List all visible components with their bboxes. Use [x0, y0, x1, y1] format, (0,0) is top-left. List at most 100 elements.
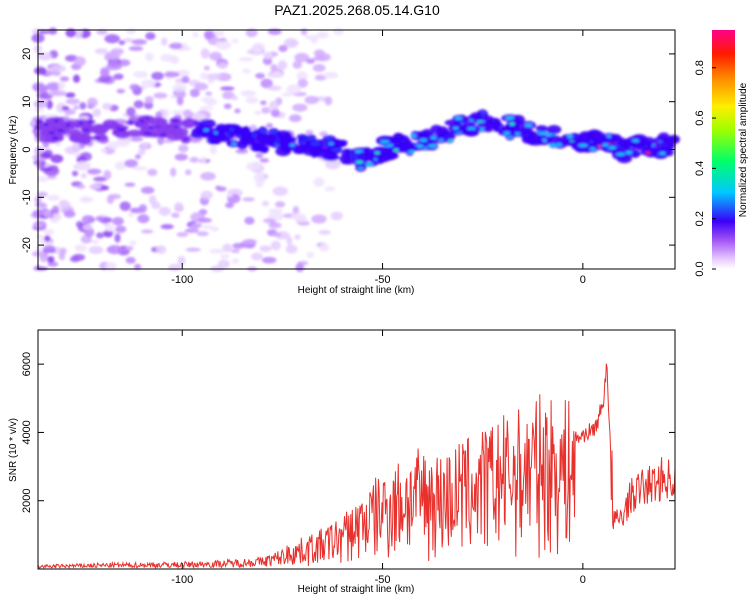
spectrogram-noise-blob — [189, 88, 200, 98]
spectrogram-ridge-blob — [184, 117, 195, 126]
spectrogram-ridge-blob — [239, 126, 250, 137]
spectrogram-noise-blob — [39, 29, 51, 35]
spectrogram-noise-blob — [115, 225, 127, 233]
spectrogram-noise-blob — [46, 99, 53, 110]
spectrogram-noise-blob — [37, 191, 48, 198]
spectrogram-ridge-core — [128, 121, 134, 125]
spectrogram-noise-blob — [98, 75, 112, 83]
spectrogram-noise-blob — [268, 208, 284, 214]
spectrogram-ridge-blob — [259, 145, 269, 154]
spectrogram-noise-blob — [286, 84, 302, 95]
spectrogram-ridge-blob — [578, 133, 597, 143]
spectrogram-ridge-blob — [592, 135, 607, 145]
spectrogram-noise-blob — [106, 62, 122, 71]
spectrogram-noise-blob — [151, 71, 164, 81]
spectrogram-noise-blob — [39, 88, 48, 94]
spectrogram-ridge-core — [325, 136, 333, 140]
spectrogram-noise-blob — [232, 242, 245, 249]
colorbar-tick-label: 0.0 — [694, 261, 706, 276]
spectrogram-ridge-core — [453, 126, 459, 130]
spectrogram-noise-blob — [268, 100, 279, 111]
spectrogram-noise-blob — [52, 212, 62, 221]
spectrogram-noise-blob — [45, 70, 61, 76]
spectrogram-noise-blob — [268, 222, 282, 229]
spectrogram-noise-blob — [189, 156, 199, 163]
spectrogram-noise-blob — [96, 232, 105, 239]
spectrogram-ridge-core — [259, 129, 266, 133]
spectrogram-noise-blob — [105, 223, 114, 232]
spectrogram-ridge-blob — [476, 121, 495, 128]
spectrogram-ridge-blob — [166, 131, 185, 141]
spectrogram-noise-blob — [50, 65, 67, 73]
spectrogram-noise-blob — [160, 224, 174, 230]
spectrogram-ridge-blob — [275, 146, 291, 157]
spectrogram-noise-blob — [58, 81, 66, 91]
spectrogram-noise-blob — [306, 251, 315, 258]
spectrogram-noise-blob — [113, 73, 124, 80]
spectrogram-ridge-blob — [657, 132, 670, 143]
spectrogram-noise-blob — [87, 97, 98, 108]
spectrogram-noise-blob — [204, 30, 213, 41]
spectrogram-ridge-peak — [509, 122, 515, 126]
spectrogram-ridge-core — [171, 119, 180, 123]
spectrogram-ridge-blob — [263, 135, 278, 141]
spectrogram-noise-blob — [147, 168, 158, 177]
spectrogram-noise-blob — [324, 96, 333, 106]
spectrogram-ridge-blob — [513, 126, 525, 133]
spectrogram-noise-blob — [260, 100, 267, 106]
spectrogram-ridge-blob — [610, 133, 622, 142]
spectrogram-noise-blob — [44, 235, 51, 242]
spectrogram-noise-blob — [105, 261, 117, 272]
spectrogram-noise-blob — [305, 129, 314, 136]
spectrogram-noise-blob — [155, 245, 167, 254]
spectrogram-noise-blob — [107, 141, 119, 150]
spectrogram-noise-blob — [144, 95, 154, 104]
spectrogram-noise-blob — [170, 167, 177, 177]
spectrogram-noise-blob — [205, 73, 222, 81]
spectrogram-noise-blob — [147, 80, 156, 88]
spectrogram-ridge-blob — [483, 126, 493, 133]
spectrogram-noise-blob — [43, 244, 56, 253]
spectrogram-y-tick-label: -10 — [21, 189, 33, 205]
spectrogram-noise-blob — [128, 46, 144, 52]
spectrogram-noise-blob — [324, 186, 336, 192]
spectrogram-noise-blob — [48, 27, 58, 35]
spectrogram-noise-blob — [300, 28, 308, 36]
spectrogram-noise-blob — [311, 214, 327, 224]
spectrogram-noise-blob — [242, 197, 255, 202]
spectrogram-ridge-core — [51, 136, 59, 140]
spectrogram-noise-blob — [270, 108, 280, 118]
spectrogram-noise-blob — [145, 52, 154, 62]
spectrogram-noise-blob — [124, 182, 136, 187]
snr-y-label: SNR (10 * v/v) — [8, 418, 19, 482]
spectrogram-noise-blob — [270, 71, 283, 78]
spectrogram-noise-blob — [153, 92, 168, 99]
spectrogram-y-tick-label: -20 — [21, 237, 33, 253]
spectrogram-noise-blob — [105, 51, 121, 60]
spectrogram-noise-blob — [141, 142, 148, 149]
spectrogram-ridge-blob — [535, 125, 548, 132]
spectrogram-ridge-core — [427, 144, 438, 148]
spectrogram-noise-blob — [322, 71, 339, 79]
colorbar-label: Normalized spectral amplitude — [738, 82, 749, 217]
spectrogram-noise-blob — [79, 196, 94, 203]
spectrogram-ridge-blob — [78, 134, 92, 145]
spectrogram-ridge-peak — [78, 121, 84, 125]
spectrogram-ridge-core — [602, 143, 609, 147]
spectrogram-noise-blob — [73, 105, 80, 110]
spectrogram-x-tick-label: 0 — [580, 274, 586, 286]
spectrogram-noise-blob — [131, 39, 147, 45]
spectrogram-noise-blob — [172, 83, 187, 94]
spectrogram-ridge-blob — [522, 132, 536, 143]
spectrogram-ridge-blob — [376, 154, 391, 163]
spectrogram-noise-blob — [130, 207, 139, 213]
spectrogram-noise-blob — [319, 243, 330, 252]
spectrogram-ridge-blob — [641, 136, 656, 146]
spectrogram-noise-blob — [137, 214, 150, 224]
spectrogram-noise-blob — [294, 234, 301, 240]
spectrogram-ridge-core — [331, 148, 342, 152]
colorbar: 0.0 0.2 0.4 0.6 0.8 Normalized spectral ampl… — [694, 30, 749, 277]
spectrogram-noise-blob — [192, 31, 199, 38]
spectrogram-noise-blob — [100, 148, 108, 154]
